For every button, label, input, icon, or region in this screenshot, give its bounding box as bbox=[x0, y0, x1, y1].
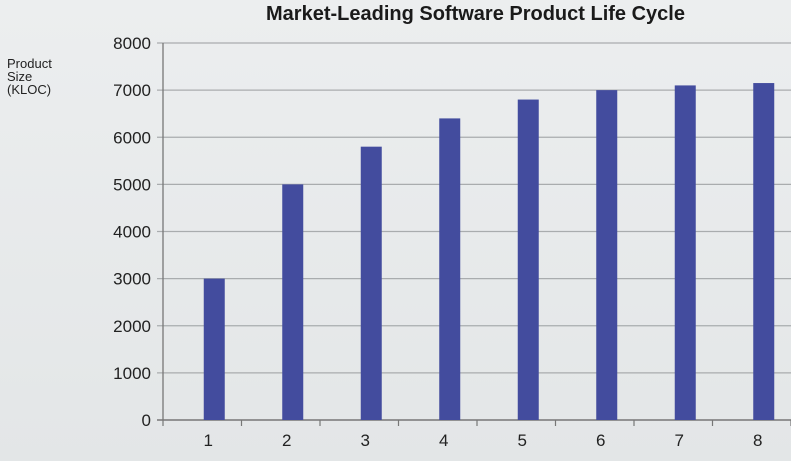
bar bbox=[439, 118, 461, 421]
bar bbox=[674, 85, 696, 420]
y-tick-label: 6000 bbox=[113, 128, 151, 147]
y-tick-label: 0 bbox=[142, 411, 151, 430]
bar bbox=[753, 83, 775, 421]
y-tick-label: 2000 bbox=[113, 317, 151, 336]
y-tick-label: 4000 bbox=[113, 223, 151, 242]
x-tick-label: 4 bbox=[439, 431, 448, 450]
y-axis-label: Product Size (KLOC) bbox=[7, 56, 52, 97]
bar bbox=[517, 99, 539, 421]
x-tick-label: 7 bbox=[675, 431, 684, 450]
bar bbox=[360, 146, 382, 421]
x-tick-label: 5 bbox=[518, 431, 527, 450]
x-tick-label: 1 bbox=[204, 431, 213, 450]
bar bbox=[203, 278, 225, 420]
x-tick-label: 2 bbox=[282, 431, 291, 450]
chart-title: Market-Leading Software Product Life Cyc… bbox=[266, 3, 685, 25]
x-tick-label: 3 bbox=[361, 431, 370, 450]
bar bbox=[596, 90, 618, 420]
bar bbox=[282, 184, 304, 420]
x-tick-label: 8 bbox=[753, 431, 762, 450]
y-tick-label: 3000 bbox=[113, 270, 151, 289]
y-tick-label: 8000 bbox=[113, 34, 151, 53]
y-tick-label: 1000 bbox=[113, 364, 151, 383]
x-tick-label: 6 bbox=[596, 431, 605, 450]
y-tick-label: 7000 bbox=[113, 81, 151, 100]
y-tick-label: 5000 bbox=[113, 175, 151, 194]
